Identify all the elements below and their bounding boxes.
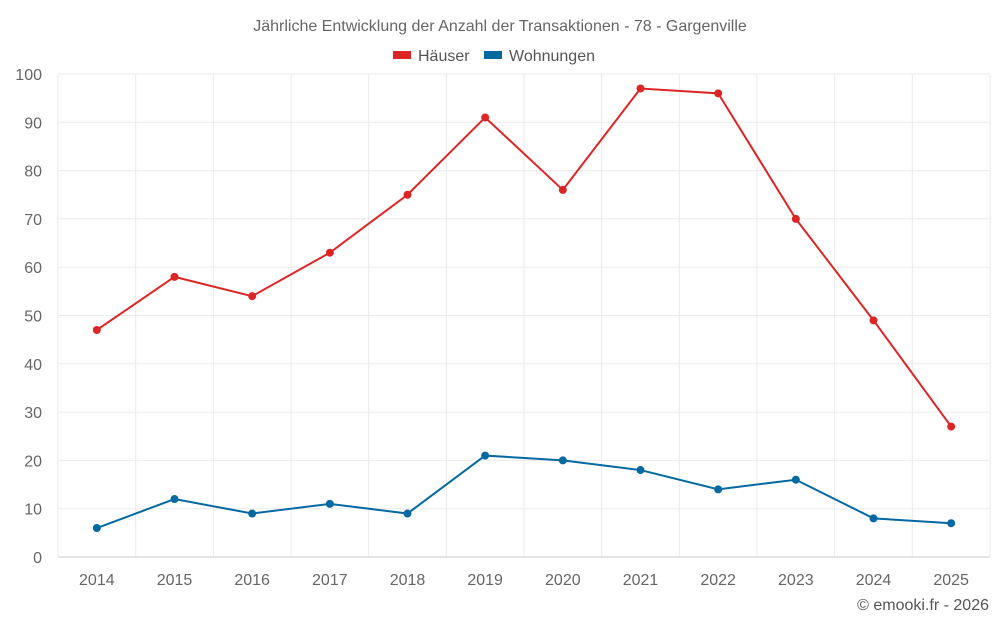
- data-point[interactable]: [714, 485, 723, 494]
- data-point[interactable]: [248, 292, 257, 301]
- series-line: [96, 87, 952, 428]
- data-point[interactable]: [558, 185, 567, 194]
- data-point[interactable]: [170, 495, 179, 504]
- legend-label: Wohnungen: [509, 48, 595, 65]
- data-point[interactable]: [92, 325, 101, 334]
- data-point[interactable]: [92, 524, 101, 533]
- x-tick-label: 2016: [234, 572, 270, 589]
- x-tick-label: 2019: [467, 572, 503, 589]
- data-point[interactable]: [636, 84, 645, 93]
- y-tick-label: 90: [24, 115, 42, 132]
- data-point[interactable]: [869, 514, 878, 523]
- data-point[interactable]: [481, 113, 490, 122]
- x-tick-label: 2015: [157, 572, 193, 589]
- data-point[interactable]: [170, 272, 179, 281]
- data-point[interactable]: [558, 456, 567, 465]
- y-tick-label: 100: [15, 67, 42, 84]
- y-tick-label: 50: [24, 309, 42, 326]
- data-point[interactable]: [403, 190, 412, 199]
- x-tick-label: 2017: [312, 572, 348, 589]
- y-tick-label: 70: [24, 212, 42, 229]
- data-point[interactable]: [947, 519, 956, 528]
- data-point[interactable]: [791, 214, 800, 223]
- y-tick-label: 40: [24, 357, 42, 374]
- grid: [57, 73, 991, 558]
- series-line: [96, 454, 952, 529]
- x-tick-label: 2018: [390, 572, 426, 589]
- x-tick-label: 2014: [79, 572, 115, 589]
- legend-item[interactable]: Wohnungen: [484, 48, 595, 65]
- data-point[interactable]: [714, 89, 723, 98]
- x-tick-label: 2021: [623, 572, 659, 589]
- legend-swatch: [484, 51, 502, 59]
- credit-text: © emooki.fr - 2026: [857, 597, 989, 614]
- y-tick-label: 10: [24, 502, 42, 519]
- data-point[interactable]: [791, 475, 800, 484]
- series-group: [92, 84, 956, 533]
- legend: Häuser Wohnungen: [393, 48, 595, 65]
- x-tick-label: 2020: [545, 572, 581, 589]
- series-wohnungen: [92, 451, 956, 533]
- y-tick-label: 80: [24, 164, 42, 181]
- data-point[interactable]: [248, 509, 257, 518]
- data-point[interactable]: [947, 422, 956, 431]
- data-point[interactable]: [325, 499, 334, 508]
- legend-label: Häuser: [418, 48, 470, 65]
- legend-item[interactable]: Häuser: [393, 48, 470, 65]
- series-häuser: [92, 84, 956, 431]
- data-point[interactable]: [325, 248, 334, 257]
- y-tick-label: 20: [24, 453, 42, 470]
- chart-title: Jährliche Entwicklung der Anzahl der Tra…: [253, 18, 747, 35]
- axes: 0 10 20 30 40 50 60 70 80 90 100 2014 2015 2016 2017 20…: [15, 67, 990, 589]
- data-point[interactable]: [636, 466, 645, 475]
- data-point[interactable]: [869, 316, 878, 325]
- data-point[interactable]: [481, 451, 490, 460]
- y-tick-label: 30: [24, 405, 42, 422]
- x-tick-label: 2023: [778, 572, 814, 589]
- x-tick-label: 2022: [700, 572, 736, 589]
- data-point[interactable]: [403, 509, 412, 518]
- legend-swatch: [393, 51, 411, 59]
- y-tick-label: 0: [33, 550, 42, 567]
- y-tick-label: 60: [24, 260, 42, 277]
- x-tick-label: 2024: [856, 572, 892, 589]
- x-tick-label: 2025: [933, 572, 969, 589]
